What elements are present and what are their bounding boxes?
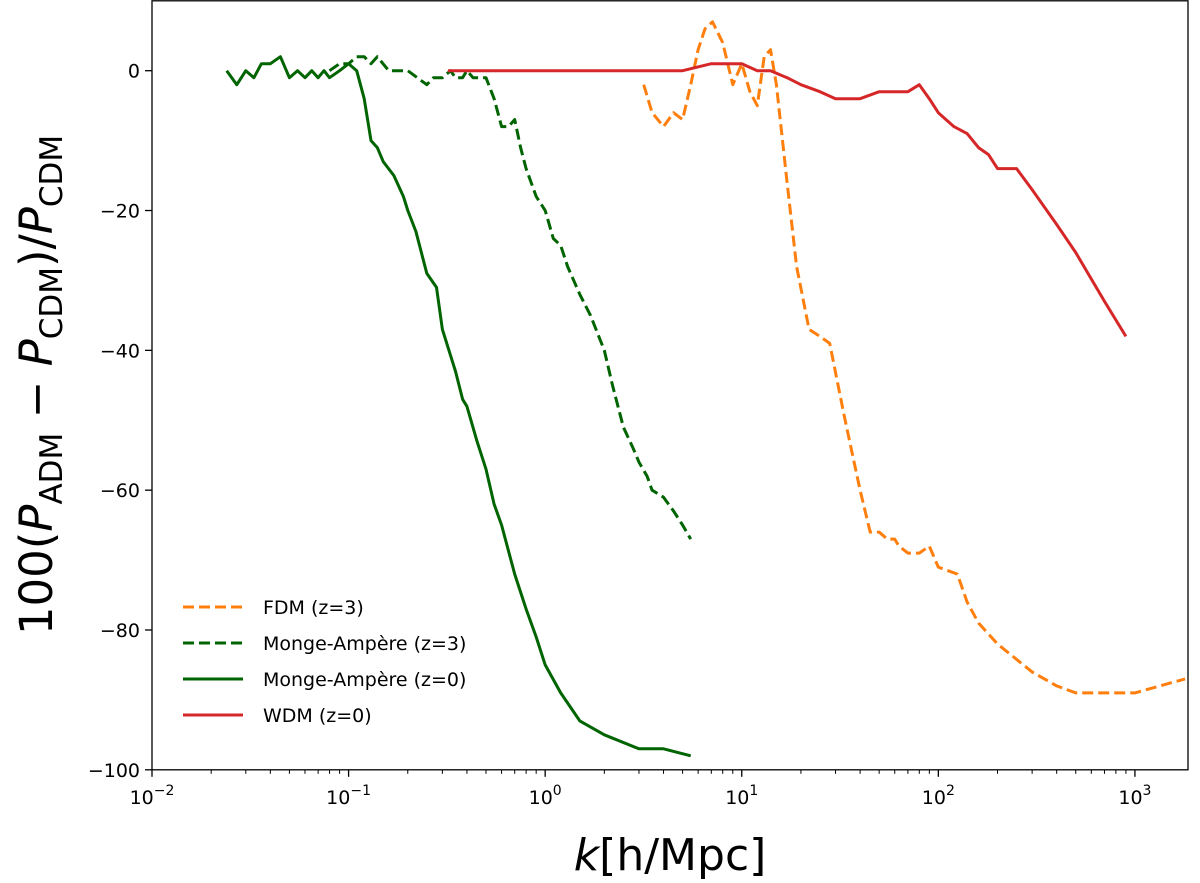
legend-label: WDM (z=0) (263, 705, 372, 727)
x-tick-base: 10 (130, 787, 154, 809)
x-tick-exponent: 0 (553, 783, 562, 799)
x-tick-label: 103 (1118, 783, 1151, 809)
y-axis-title-mid: )/ (10, 233, 63, 267)
y-axis-title-p3: P (10, 206, 63, 234)
x-tick-label: 101 (725, 783, 758, 809)
legend-item: FDM (z=3) (183, 597, 364, 619)
x-tick-exponent: 2 (946, 783, 955, 799)
x-tick-exponent: −1 (350, 783, 371, 799)
series-line-1 (328, 55, 692, 540)
series-layer (225, 20, 1186, 758)
y-tick-label: −20 (100, 201, 140, 223)
x-axis-title-k: k (574, 830, 601, 881)
series-line-3 (447, 62, 1128, 338)
legend-label: Monge-Ampère (z=0) (263, 669, 466, 691)
x-tick-base: 10 (1118, 787, 1142, 809)
x-tick-exponent: −2 (154, 783, 175, 799)
x-tick-label: 102 (922, 783, 955, 809)
x-tick-base: 10 (725, 787, 749, 809)
x-axis-title: k[h/Mpc] (574, 830, 767, 881)
y-tick-label: −80 (100, 620, 140, 642)
legend-item: Monge-Ampère (z=0) (183, 669, 466, 691)
legend: FDM (z=3) Monge-Ampère (z=3) Monge-Ampère … (183, 597, 466, 727)
plot-frame (151, 0, 1189, 771)
y-tick-label: 0 (128, 61, 140, 83)
x-tick-base: 10 (922, 787, 946, 809)
y-axis-title-prefix: 100( (10, 532, 63, 635)
x-axis-title-unit: [h/Mpc] (599, 830, 766, 881)
x-tick-base: 10 (529, 787, 553, 809)
y-axis-title: 100(PADM − PCDM)/PCDM (10, 135, 70, 635)
series-line-2 (225, 55, 692, 758)
legend-item: WDM (z=0) (183, 705, 372, 727)
y-axis-title-sub2: CDM (34, 267, 70, 339)
x-tick-base: 10 (326, 787, 350, 809)
y-axis-title-minus: − (10, 366, 63, 432)
y-tick-label: −40 (100, 340, 140, 362)
y-axis-title-sub3: CDM (34, 135, 70, 207)
legend-label: FDM (z=3) (263, 597, 364, 619)
y-axis-title-sub1: ADM (34, 433, 70, 505)
x-tick-exponent: 1 (749, 783, 758, 799)
legend-item: Monge-Ampère (z=3) (183, 633, 466, 655)
legend-label: Monge-Ampère (z=3) (263, 633, 466, 655)
x-tick-exponent: 3 (1143, 783, 1152, 799)
y-axis-title-p1: P (10, 504, 63, 532)
y-tick-label: −60 (100, 480, 140, 502)
y-tick-label: −100 (88, 760, 140, 782)
x-tick-label: 10−2 (130, 783, 175, 809)
y-axis-title-p2: P (10, 338, 63, 366)
x-tick-label: 100 (529, 783, 562, 809)
x-tick-label: 10−1 (326, 783, 371, 809)
